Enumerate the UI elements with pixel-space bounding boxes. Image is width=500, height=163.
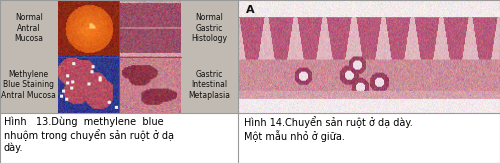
Text: Hình   13.Dùng  methylene  blue
nhuộm trong chuyển sản ruột ở dạ
dày.: Hình 13.Dùng methylene blue nhuộm trong … [4, 117, 174, 153]
Text: Hình 14.Chuyển sản ruột ở dạ dày.
Một mẫu nhỏ ở giữa.: Hình 14.Chuyển sản ruột ở dạ dày. Một mẫ… [244, 117, 413, 142]
Text: Normal
Antral
Mucosa: Normal Antral Mucosa [14, 13, 44, 43]
Text: A: A [246, 5, 254, 15]
Text: Gastric
Intestinal
Metaplasia: Gastric Intestinal Metaplasia [188, 70, 230, 100]
Text: Normal
Gastric
Histology: Normal Gastric Histology [191, 13, 227, 43]
Text: Methylene
Blue Staining
Antral Mucosa: Methylene Blue Staining Antral Mucosa [2, 70, 56, 100]
Bar [0, 0, 238, 113]
